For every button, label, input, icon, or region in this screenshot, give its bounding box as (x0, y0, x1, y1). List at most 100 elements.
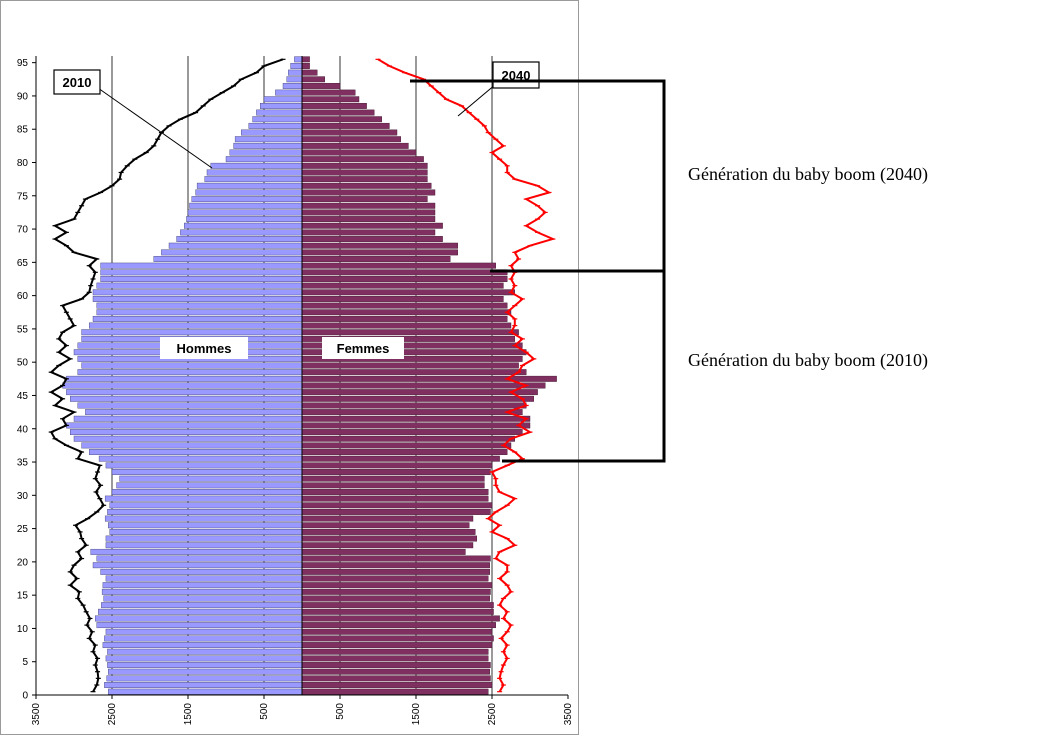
bar-femmes-age-3 (301, 668, 490, 675)
bar-femmes-age-48 (301, 369, 527, 376)
bar-hommes-age-75 (195, 189, 303, 196)
bar-hommes-age-35 (98, 455, 303, 462)
bar-femmes-age-75 (301, 189, 436, 196)
bar-femmes-age-26 (301, 515, 474, 522)
bar-hommes-age-37 (81, 442, 303, 449)
bar-femmes-age-46 (301, 382, 546, 389)
bar-hommes-age-12 (98, 608, 303, 615)
bar-hommes-age-10 (96, 622, 303, 629)
x-tick-label-5: 1500 (411, 703, 422, 726)
x-tick-label-3: 500 (259, 703, 270, 720)
bar-femmes-age-30 (301, 489, 489, 495)
y-tick-label-75: 75 (17, 191, 29, 202)
bar-hommes-age-84 (240, 129, 303, 136)
bar-femmes-age-34 (301, 462, 493, 469)
vertical-gridlines (111, 56, 493, 695)
bar-femmes-age-7 (301, 642, 493, 649)
bar-femmes-age-63 (301, 269, 508, 276)
bar-femmes-age-18 (301, 568, 490, 575)
bar-hommes-age-45 (66, 389, 303, 396)
bar-hommes-age-11 (95, 615, 303, 622)
bar-hommes-age-92 (286, 76, 303, 83)
x-tick-label-2: 1500 (183, 703, 194, 726)
y-tick-label-60: 60 (17, 291, 29, 302)
bar-hommes-age-42 (85, 409, 303, 416)
bar-hommes-age-85 (248, 122, 303, 129)
label-2040-box: 2040 (457, 61, 540, 117)
bar-femmes-age-91 (301, 83, 341, 89)
x-tick-label-7: 3500 (563, 703, 574, 726)
bar-femmes-age-40 (301, 422, 531, 429)
label-femmes-box: Femmes (322, 337, 404, 359)
bar-hommes-age-38 (73, 435, 303, 442)
bar-hommes-age-29 (104, 495, 303, 502)
bar-hommes-age-58 (96, 302, 303, 309)
bar-hommes-age-0 (107, 688, 303, 695)
label-femmes: Femmes (337, 341, 390, 356)
bar-hommes-age-73 (189, 202, 303, 209)
bar-femmes-age-60 (301, 289, 516, 296)
bar-femmes-age-55 (301, 322, 512, 329)
bar-femmes-age-95 (301, 56, 310, 63)
bar-hommes-age-68 (176, 236, 303, 242)
bar-femmes-age-87 (301, 109, 375, 116)
bar-hommes-age-72 (187, 209, 303, 216)
bar-hommes-age-18 (100, 568, 303, 575)
bar-hommes-age-59 (92, 296, 303, 302)
bar-hommes-age-95 (294, 56, 303, 63)
bar-hommes-age-87 (256, 109, 303, 116)
bar-femmes-age-29 (301, 495, 489, 502)
bar-hommes-age-76 (196, 182, 303, 189)
bar-femmes-age-54 (301, 329, 519, 336)
bar-hommes-age-60 (92, 289, 303, 296)
bar-femmes-age-22 (301, 542, 474, 549)
bar-femmes-age-94 (301, 63, 310, 69)
bar-femmes-age-28 (301, 502, 493, 509)
bar-hommes-age-57 (96, 309, 303, 316)
bar-femmes-age-14 (301, 595, 490, 602)
bar-hommes-age-71 (186, 216, 303, 223)
bar-femmes-age-32 (301, 475, 485, 482)
bar-femmes-age-67 (301, 242, 459, 249)
bar-hommes-age-63 (100, 269, 303, 276)
y-tick-label-90: 90 (17, 91, 29, 102)
bar-femmes-age-42 (301, 409, 523, 416)
bar-femmes-age-68 (301, 236, 443, 242)
bar-femmes-age-27 (301, 509, 491, 515)
line-2040 (377, 58, 556, 693)
bar-hommes-age-40 (66, 422, 303, 429)
femmes-bars (301, 56, 557, 695)
projection-lines (48, 58, 556, 693)
bar-femmes-age-11 (301, 615, 500, 622)
bar-femmes-age-24 (301, 528, 476, 535)
bar-hommes-age-15 (101, 588, 303, 595)
bar-hommes-age-41 (73, 415, 303, 422)
bar-femmes-age-20 (301, 555, 491, 562)
bar-femmes-age-85 (301, 122, 390, 129)
label-2040-leader (457, 83, 497, 117)
bar-femmes-age-65 (301, 256, 451, 262)
bar-hommes-age-49 (81, 362, 303, 369)
bar-femmes-age-12 (301, 608, 494, 615)
bar-femmes-age-44 (301, 395, 535, 402)
bar-hommes-age-80 (225, 156, 303, 163)
bar-femmes-age-8 (301, 635, 494, 642)
bar-hommes-age-48 (77, 369, 303, 376)
bar-femmes-age-70 (301, 222, 443, 229)
bar-hommes-age-16 (102, 582, 303, 589)
label-hommes-box: Hommes (160, 337, 248, 359)
bar-femmes-age-57 (301, 309, 512, 316)
bar-hommes-age-9 (105, 628, 303, 635)
bar-femmes-age-79 (301, 162, 428, 169)
label-hommes: Hommes (177, 341, 232, 356)
bar-femmes-age-56 (301, 315, 508, 322)
bar-hommes-age-2 (106, 675, 303, 682)
bar-hommes-age-64 (100, 262, 303, 269)
y-tick-label-35: 35 (17, 458, 29, 469)
bar-femmes-age-36 (301, 449, 508, 455)
y-tick-label-55: 55 (17, 324, 29, 335)
bar-femmes-age-45 (301, 389, 538, 396)
y-axis-tick-labels: 0 5 10 15 20 25 30 35 40 45 50 55 60 65 70 75 80 85 90 95 (17, 58, 36, 702)
bar-femmes-age-15 (301, 588, 491, 595)
